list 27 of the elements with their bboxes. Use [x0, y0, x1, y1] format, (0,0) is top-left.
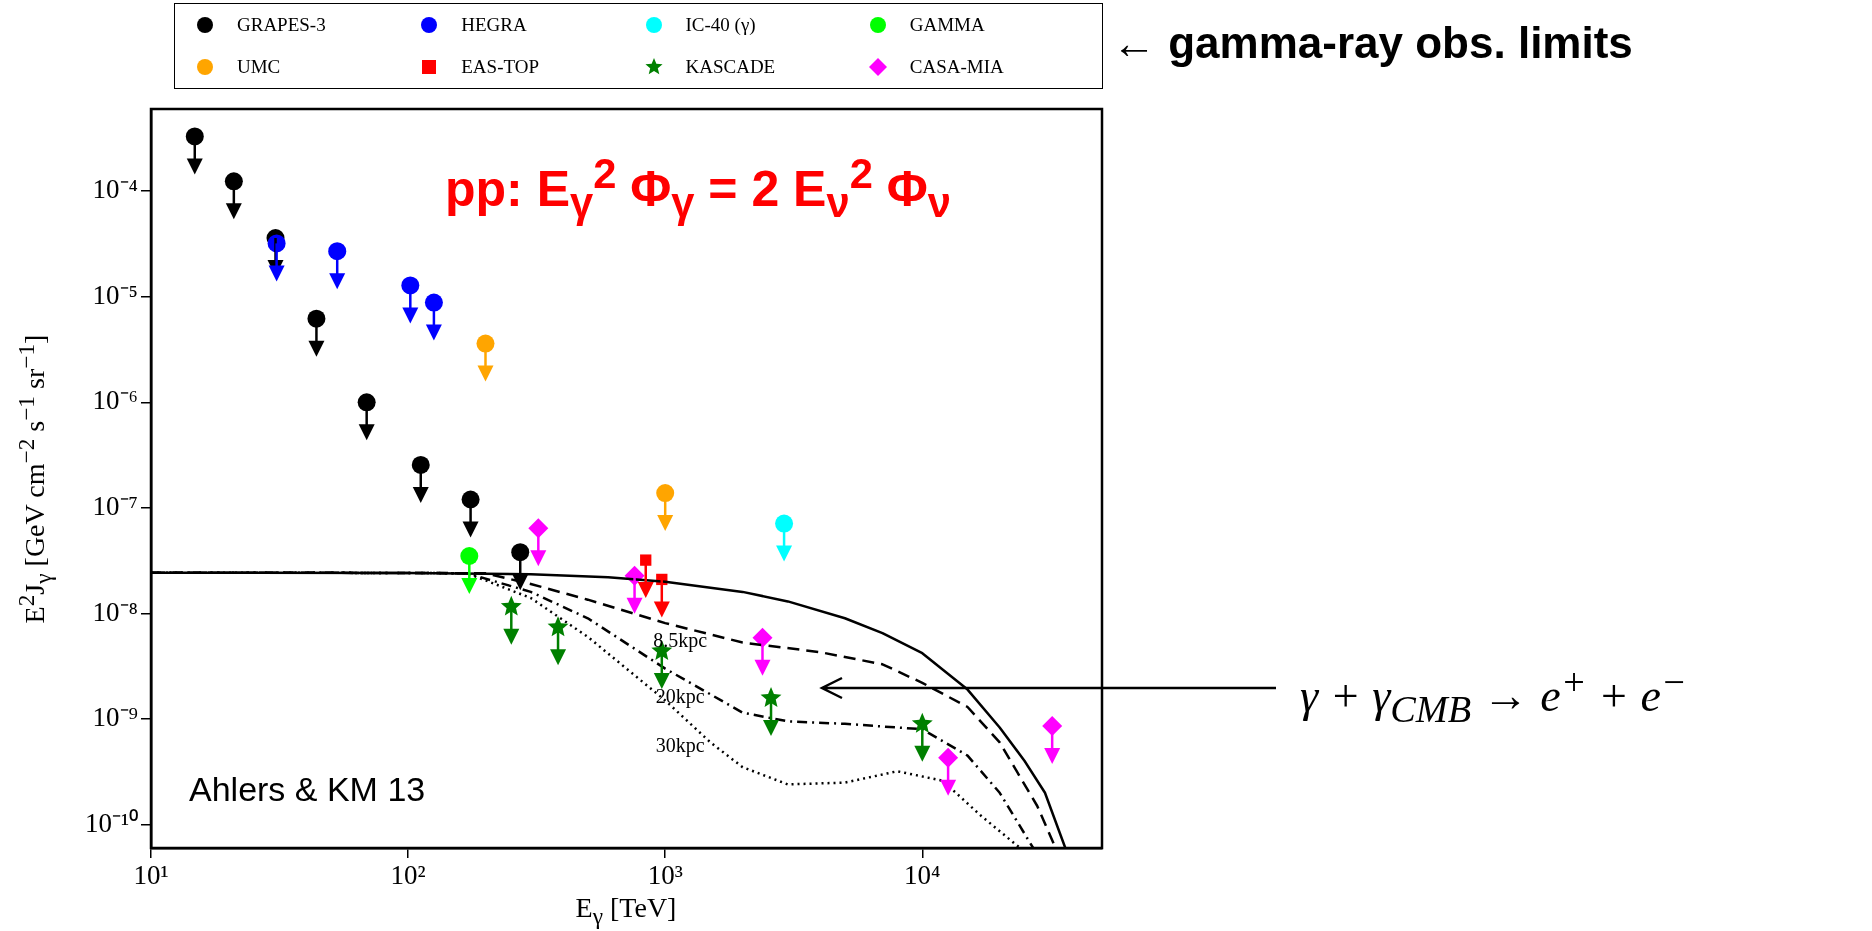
y-tick-label: 10⁻⁹	[92, 702, 138, 733]
y-tick-label: 10⁻⁷	[92, 490, 138, 521]
annotation: Ahlers & KM 13	[189, 770, 426, 809]
legend-label: GAMMA	[909, 14, 985, 36]
legend-label: HEGRA	[461, 14, 527, 36]
y-tick-label: 10⁻⁸	[92, 596, 138, 627]
text: γ + γ$_{CMB}$ → e$^{+}$ + e$^{−}$	[1300, 660, 1687, 731]
series-label: 30kpc	[655, 734, 705, 758]
x-tick-label: 10³	[647, 860, 683, 891]
text: pp: E$_{γ}$$^{2}$ Φ$_{γ}$ = 2 E$_{ν}$$^{2}$ Φ$_{ν}$	[445, 150, 951, 226]
y-tick-label: 10⁻⁴	[92, 174, 138, 205]
series-label: 20kpc	[655, 684, 705, 708]
legend-label: CASA-MIA	[909, 56, 1004, 78]
legend-label: UMC	[237, 56, 281, 78]
text: ← gamma-ray obs. limits	[1112, 18, 1633, 68]
x-tick-label: 10¹	[133, 860, 169, 891]
x-tick-label: 10⁴	[904, 860, 941, 891]
y-tick-label: 10⁻⁵	[92, 279, 138, 310]
legend-label: IC-40 (γ)	[685, 14, 756, 36]
y-tick-label: 10⁻¹⁰	[84, 807, 138, 838]
x-axis-title: E$_{γ}$ [TeV]	[575, 892, 677, 930]
y-tick-label: 10⁻⁶	[92, 385, 138, 416]
x-tick-label: 10²	[390, 860, 426, 891]
legend-label: GRAPES-3	[237, 14, 326, 36]
legend-label: KASCADE	[685, 56, 776, 78]
series-label: 8.5kpc	[653, 628, 708, 652]
legend-label: EAS-TOP	[461, 56, 540, 78]
